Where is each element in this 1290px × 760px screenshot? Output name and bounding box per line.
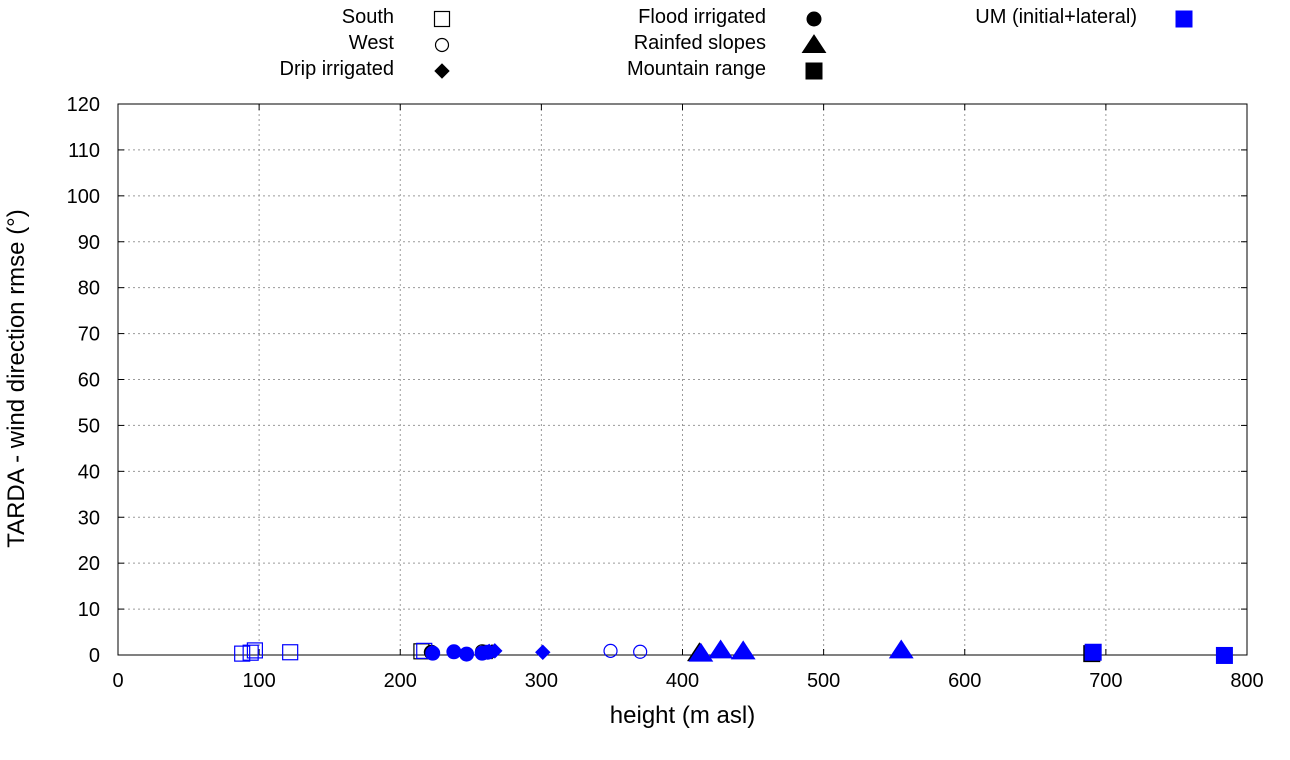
data-point [688, 642, 714, 662]
data-point [446, 644, 462, 660]
x-tick-label: 200 [384, 670, 417, 692]
legend-label: Rainfed slopes [634, 32, 766, 54]
data-point [1084, 643, 1102, 661]
legend-symbol [434, 37, 450, 53]
data-point [234, 645, 251, 662]
y-tick-label: 0 [89, 645, 100, 667]
data-point [242, 644, 259, 661]
data-point [282, 644, 299, 661]
data-point [425, 645, 441, 661]
y-tick-label: 40 [78, 461, 100, 483]
legend-label: West [349, 32, 395, 54]
data-point [888, 639, 914, 659]
data-point [730, 640, 756, 660]
y-tick-label: 70 [78, 324, 100, 346]
y-tick-label: 110 [68, 140, 100, 162]
legend-label: South [342, 6, 394, 28]
y-tick-label: 50 [78, 415, 100, 437]
y-tick-label: 60 [78, 370, 100, 392]
legend-symbol [801, 34, 827, 53]
x-tick-label: 400 [666, 670, 699, 692]
data-point [246, 642, 263, 659]
legend: South West Drip irrigated Flood irrigated Ra… [280, 6, 1193, 80]
legend-label: UM (initial+lateral) [975, 6, 1137, 28]
y-tick-label: 20 [78, 553, 100, 575]
y-tick-label: 10 [78, 599, 100, 621]
data-points [234, 639, 1233, 664]
y-tick-label: 90 [78, 232, 100, 254]
legend-symbol [433, 10, 451, 28]
legend-symbol [806, 11, 822, 27]
x-tick-label: 0 [112, 670, 123, 692]
y-tick-label: 30 [78, 507, 100, 529]
y-tick-label: 80 [78, 278, 100, 300]
legend-label: Flood irrigated [638, 6, 766, 28]
data-point [1215, 646, 1233, 664]
data-point [708, 639, 734, 659]
grid-lines [118, 104, 1247, 655]
x-tick-label: 500 [807, 670, 840, 692]
y-axis-label: TARDA - wind direction rmse (°) [3, 209, 30, 548]
data-point [603, 643, 618, 658]
axis-ticks: 0 100 200 300 400 500 600 700 800 0 10 20 30 40 50 60 70… [67, 94, 1264, 692]
data-point [480, 644, 496, 660]
legend-label: Mountain range [627, 58, 766, 80]
y-tick-label: 120 [67, 94, 100, 116]
x-tick-label: 100 [242, 670, 275, 692]
data-point [633, 644, 648, 659]
x-tick-label: 800 [1230, 670, 1263, 692]
x-axis-label: height (m asl) [610, 702, 755, 729]
x-tick-label: 600 [948, 670, 981, 692]
legend-symbol [1175, 10, 1193, 28]
x-tick-label: 300 [525, 670, 558, 692]
legend-label: Drip irrigated [280, 58, 394, 80]
legend-symbol [805, 62, 823, 80]
data-point [535, 644, 551, 660]
x-tick-label: 700 [1089, 670, 1122, 692]
legend-symbol [434, 63, 450, 79]
data-point [459, 646, 475, 662]
y-tick-label: 100 [67, 186, 100, 208]
